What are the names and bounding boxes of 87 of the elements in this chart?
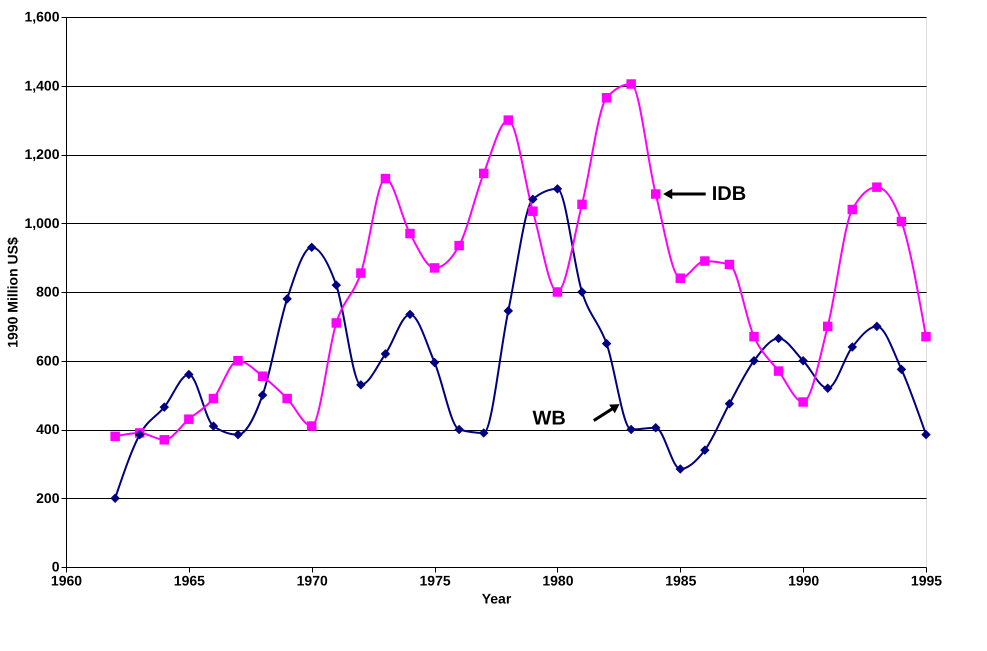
point <box>528 206 538 216</box>
point <box>822 384 832 393</box>
point <box>602 338 612 348</box>
y-tick-label: 1,600 <box>24 8 60 24</box>
point <box>602 93 612 103</box>
point <box>749 356 759 366</box>
point <box>896 364 906 374</box>
point <box>700 445 710 455</box>
point <box>552 184 562 194</box>
point <box>848 204 858 214</box>
point <box>306 421 316 431</box>
point <box>282 394 292 404</box>
x-tick-label: 1975 <box>419 572 451 588</box>
x-tick-label: 1990 <box>788 572 820 588</box>
point <box>700 256 710 266</box>
point <box>454 240 464 250</box>
point <box>454 424 464 434</box>
x-tick-label: 1965 <box>174 572 206 588</box>
y-tick-label: 600 <box>36 352 60 368</box>
point <box>405 310 415 320</box>
y-axis-title: 1990 Million US$ <box>4 237 20 348</box>
point <box>650 423 660 433</box>
point <box>577 200 587 210</box>
point <box>896 216 906 226</box>
point <box>774 334 784 344</box>
point <box>356 380 366 390</box>
y-tick-label: 200 <box>36 490 60 506</box>
point <box>380 174 390 184</box>
point <box>528 194 538 204</box>
point <box>208 394 218 404</box>
point <box>749 332 759 342</box>
x-tick-label: 1960 <box>50 572 82 588</box>
point <box>478 428 488 438</box>
point <box>921 430 931 440</box>
point <box>626 79 636 89</box>
point <box>822 322 832 332</box>
point <box>282 294 292 304</box>
point <box>872 322 882 332</box>
point <box>478 168 488 178</box>
point <box>184 414 194 424</box>
point <box>430 263 440 273</box>
annotation: IDB <box>712 183 746 206</box>
point <box>921 332 931 342</box>
point <box>110 494 120 503</box>
point <box>110 432 120 442</box>
point <box>208 421 218 431</box>
point <box>306 242 316 252</box>
point <box>798 397 808 407</box>
point <box>774 366 784 376</box>
point <box>577 287 587 297</box>
y-tick-label: 0 <box>52 558 60 574</box>
point <box>504 306 514 316</box>
point <box>160 402 170 412</box>
point <box>724 398 734 408</box>
point <box>233 356 243 366</box>
point <box>724 260 734 270</box>
point <box>380 349 390 359</box>
point <box>504 115 514 125</box>
point <box>430 358 440 368</box>
y-tick-label: 1,000 <box>24 214 60 231</box>
annotation: WB <box>532 408 566 430</box>
x-axis-title: Year <box>482 590 512 606</box>
point <box>332 280 342 290</box>
y-tick-label: 1,400 <box>24 77 60 94</box>
point <box>650 189 660 199</box>
point <box>872 182 882 192</box>
point <box>405 228 415 238</box>
point <box>258 390 268 400</box>
y-tick-label: 800 <box>36 284 60 300</box>
point <box>798 356 808 366</box>
x-tick-label: 1995 <box>910 572 942 588</box>
point <box>258 371 268 381</box>
point <box>626 424 636 434</box>
y-tick-label: 400 <box>36 421 60 437</box>
point <box>552 287 562 297</box>
x-tick-label: 1985 <box>665 572 697 588</box>
point <box>233 430 243 440</box>
point <box>356 268 366 278</box>
point <box>332 318 342 328</box>
point <box>676 274 686 283</box>
point <box>848 342 858 352</box>
y-tick-label: 1,200 <box>24 146 60 162</box>
point <box>184 370 194 380</box>
x-tick-label: 1980 <box>542 572 574 588</box>
point <box>676 464 686 474</box>
x-tick-label: 1970 <box>296 572 328 588</box>
point <box>160 435 170 445</box>
